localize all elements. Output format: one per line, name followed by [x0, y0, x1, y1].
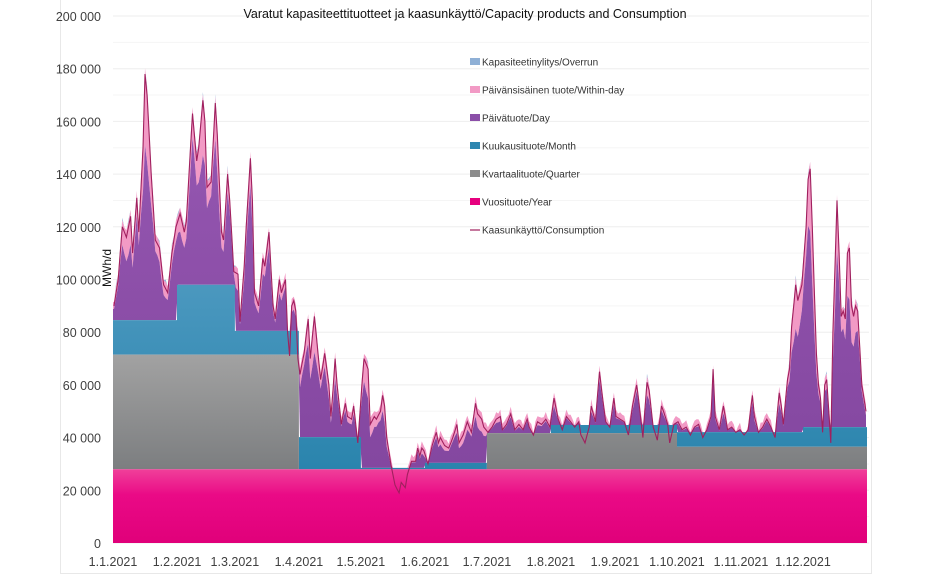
x-tick-label: 1.7.2021: [463, 555, 512, 569]
y-tick-label: 120 000: [56, 221, 101, 235]
legend-label: Kapasiteetinylitys/Overrun: [482, 58, 598, 69]
x-tick-label: 1.11.2021: [714, 555, 769, 569]
y-tick-label: 0: [94, 537, 101, 551]
x-tick-label: 1.1.2021: [89, 555, 138, 569]
x-tick-label: 1.8.2021: [527, 555, 576, 569]
legend-label: Kuukausituote/Month: [482, 142, 576, 153]
y-tick-label: 80 000: [63, 326, 101, 340]
stacked-areas: [113, 68, 867, 543]
consumption-line: [113, 73, 867, 495]
legend-label: Vuosituote/Year: [482, 198, 553, 209]
x-tick-label: 1.10.2021: [649, 555, 705, 569]
y-tick-label: 180 000: [56, 63, 101, 77]
y-tick-label: 160 000: [56, 115, 101, 129]
area-day: [113, 137, 866, 468]
legend-swatch: [470, 198, 480, 205]
x-tick-label: 1.5.2021: [337, 555, 386, 569]
x-tick-label: 1.4.2021: [275, 555, 324, 569]
x-tick-label: 1.3.2021: [211, 555, 260, 569]
legend-label: Kaasunkäyttö/Consumption: [482, 226, 604, 237]
y-tick-label: 40 000: [63, 432, 101, 446]
y-tick-label: 200 000: [56, 10, 101, 24]
x-tick-label: 1.12.2021: [775, 555, 831, 569]
y-tick-label: 100 000: [56, 274, 101, 288]
legend-swatch: [470, 86, 480, 93]
legend-label: Päivänsisäinen tuote/Within-day: [482, 86, 624, 97]
legend: Kapasiteetinylitys/Overrun Päivänsisäinen…: [470, 58, 624, 237]
x-tick-label: 1.6.2021: [401, 555, 450, 569]
legend-swatch: [470, 142, 480, 149]
y-axis-label: MWh/d: [100, 249, 114, 287]
chart-title: Varatut kapasiteettituotteet ja kaasunkä…: [243, 7, 686, 21]
legend-swatch: [470, 170, 480, 177]
y-tick-label: 20 000: [63, 484, 101, 498]
y-tick-label: 60 000: [63, 379, 101, 393]
x-tick-label: 1.9.2021: [591, 555, 640, 569]
x-axis-ticks: 1.1.2021 1.2.2021 1.3.2021 1.4.2021 1.5.2021…: [89, 555, 831, 569]
legend-swatch: [470, 58, 480, 65]
area-quarter: [113, 354, 867, 470]
legend-swatch: [470, 114, 480, 121]
legend-label: Kvartaalituote/Quarter: [482, 170, 580, 181]
x-tick-label: 1.2.2021: [153, 555, 202, 569]
area-month: [113, 284, 867, 470]
y-axis-ticks: 0 20 000 40 000 60 000 80 000 100 000 120 000 1…: [56, 10, 101, 551]
legend-label: Päivätuote/Day: [482, 114, 550, 125]
area-year: [113, 469, 867, 543]
y-tick-label: 140 000: [56, 168, 101, 182]
chart-frame: [60, 0, 872, 574]
